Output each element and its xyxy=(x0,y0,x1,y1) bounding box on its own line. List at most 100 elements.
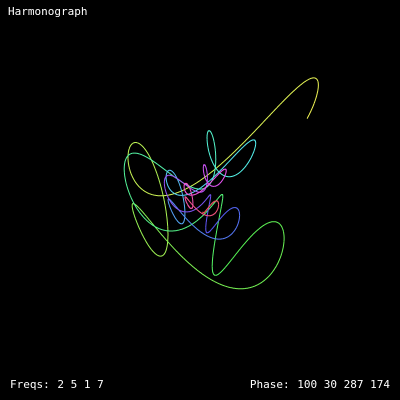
curve-segment xyxy=(169,200,174,206)
curve-segment xyxy=(163,178,166,184)
curve-segment xyxy=(306,103,315,119)
curve-segment xyxy=(168,188,187,196)
curve-segment xyxy=(191,206,194,209)
curve-segment xyxy=(294,80,307,91)
curve-segment xyxy=(189,207,192,209)
curve-segment xyxy=(183,188,186,192)
curve-segment xyxy=(170,210,175,216)
curve-segment xyxy=(168,187,173,193)
curve-segment xyxy=(214,185,218,187)
curve-segment xyxy=(279,224,284,232)
curve-segment xyxy=(201,189,205,193)
curve-segment xyxy=(148,157,159,165)
curve-segment xyxy=(197,209,202,214)
curve-segment xyxy=(156,228,170,244)
curve-segment xyxy=(202,164,205,167)
curve-segment xyxy=(200,212,205,216)
curve-segment xyxy=(128,143,133,150)
curve-segment xyxy=(203,211,206,214)
curve-segment xyxy=(209,194,211,196)
curve-segment xyxy=(127,152,133,157)
curve-segment xyxy=(236,208,240,212)
curve-segment xyxy=(129,169,136,182)
curve-segment xyxy=(127,148,130,159)
curve-segment xyxy=(211,185,215,187)
curve-segment xyxy=(206,231,210,234)
curve-segment xyxy=(136,208,146,220)
curve-segment xyxy=(188,200,192,205)
curve-segment xyxy=(210,213,215,216)
curve-segment xyxy=(181,221,185,225)
curve-segment xyxy=(124,155,129,163)
curve-segment xyxy=(207,204,211,209)
curve-segment xyxy=(154,226,166,231)
curve-segment xyxy=(199,188,205,193)
curve-segment xyxy=(219,267,226,274)
curve-segment xyxy=(205,231,208,234)
curve-segment xyxy=(123,162,126,173)
curve-segment xyxy=(154,194,170,197)
curve-segment xyxy=(313,90,319,104)
curve-segment xyxy=(209,202,213,206)
curve-segment xyxy=(279,89,296,105)
curve-segment xyxy=(205,216,208,223)
curve-segment xyxy=(131,204,134,211)
curve-segment xyxy=(230,207,235,210)
curve-segment xyxy=(213,211,217,215)
curve-segment xyxy=(203,173,206,178)
curve-segment xyxy=(215,209,218,213)
curve-segment xyxy=(195,191,200,195)
curve-segment xyxy=(143,147,152,159)
curve-segment xyxy=(216,216,220,230)
curve-segment xyxy=(187,203,190,207)
curve-segment xyxy=(209,171,220,182)
curve-segment xyxy=(274,221,281,225)
curve-segment xyxy=(211,175,217,181)
curve-segment xyxy=(145,240,152,250)
curve-segment xyxy=(210,225,216,231)
curve-segment xyxy=(221,176,225,181)
curve-segment xyxy=(208,130,211,132)
curve-segment xyxy=(238,210,241,216)
curve-segment xyxy=(186,183,189,186)
curve-segment xyxy=(225,170,227,174)
curve-segment xyxy=(186,192,190,196)
curve-segment xyxy=(243,122,264,143)
curve-segment xyxy=(191,187,201,194)
phase-label: Phase: xyxy=(249,378,290,391)
curve-segment xyxy=(193,225,201,233)
curve-segment xyxy=(213,141,216,152)
curve-segment xyxy=(244,284,258,290)
curve-segment xyxy=(206,180,210,185)
curve-segment xyxy=(207,147,211,156)
curve-segment xyxy=(168,205,172,211)
curve-segment xyxy=(172,191,178,196)
curve-segment xyxy=(213,200,217,203)
curve-segment xyxy=(206,130,209,135)
curve-segment xyxy=(229,174,236,178)
curve-segment xyxy=(249,228,260,239)
curve-segment xyxy=(190,187,196,192)
curve-segment xyxy=(238,215,241,222)
curve-segment xyxy=(176,219,180,224)
curve-segment xyxy=(166,170,169,173)
curve-segment xyxy=(187,185,191,189)
curve-segment xyxy=(314,77,319,82)
curve-segment xyxy=(168,174,173,177)
curve-segment xyxy=(204,164,206,167)
curve-segment xyxy=(211,134,215,143)
curve-segment xyxy=(218,215,223,222)
curve-segment xyxy=(212,243,216,257)
curve-segment xyxy=(205,166,207,170)
curve-segment xyxy=(200,180,211,189)
curve-segment xyxy=(165,209,169,227)
curve-segment xyxy=(281,241,285,254)
curve-segment xyxy=(209,155,214,165)
curve-segment xyxy=(223,173,227,178)
curve-segment xyxy=(219,169,224,174)
curve-segment xyxy=(242,141,250,147)
curve-segment xyxy=(132,152,140,155)
curve-segment xyxy=(222,211,228,217)
curve-segment xyxy=(173,205,179,210)
